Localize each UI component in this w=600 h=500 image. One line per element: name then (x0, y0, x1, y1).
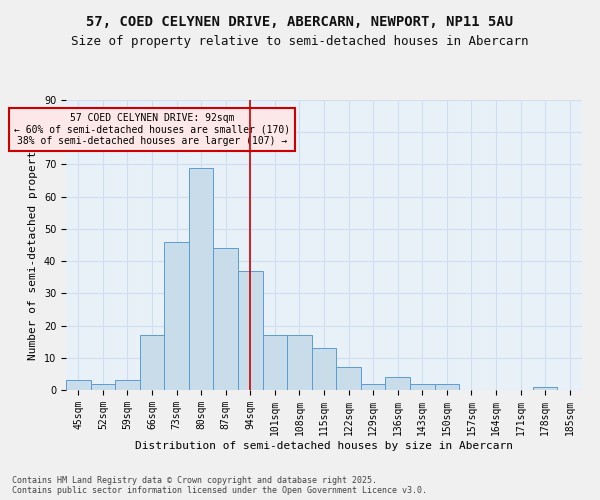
Bar (287, 335, 312, 390)
Bar (238, 271, 263, 390)
Bar (263, 335, 287, 390)
Text: 57 COED CELYNEN DRIVE: 92sqm
← 60% of semi-detached houses are smaller (170)
38%: 57 COED CELYNEN DRIVE: 92sqm ← 60% of se… (14, 113, 290, 146)
Bar (312, 348, 336, 390)
Text: 57, COED CELYNEN DRIVE, ABERCARN, NEWPORT, NP11 5AU: 57, COED CELYNEN DRIVE, ABERCARN, NEWPOR… (86, 15, 514, 29)
Text: Contains public sector information licensed under the Open Government Licence v3: Contains public sector information licen… (12, 486, 427, 495)
Bar (533, 387, 557, 390)
Bar (115, 380, 140, 390)
Bar (385, 377, 410, 390)
Bar (434, 384, 459, 390)
Bar (189, 168, 214, 390)
Bar (336, 368, 361, 390)
Bar (140, 335, 164, 390)
Bar (66, 380, 91, 390)
Y-axis label: Number of semi-detached properties: Number of semi-detached properties (28, 130, 38, 360)
Bar (410, 384, 434, 390)
Bar (361, 384, 385, 390)
X-axis label: Distribution of semi-detached houses by size in Abercarn: Distribution of semi-detached houses by … (135, 440, 513, 450)
Text: Size of property relative to semi-detached houses in Abercarn: Size of property relative to semi-detach… (71, 35, 529, 48)
Bar (91, 384, 115, 390)
Text: Contains HM Land Registry data © Crown copyright and database right 2025.: Contains HM Land Registry data © Crown c… (12, 476, 377, 485)
Bar (214, 248, 238, 390)
Bar (164, 242, 189, 390)
